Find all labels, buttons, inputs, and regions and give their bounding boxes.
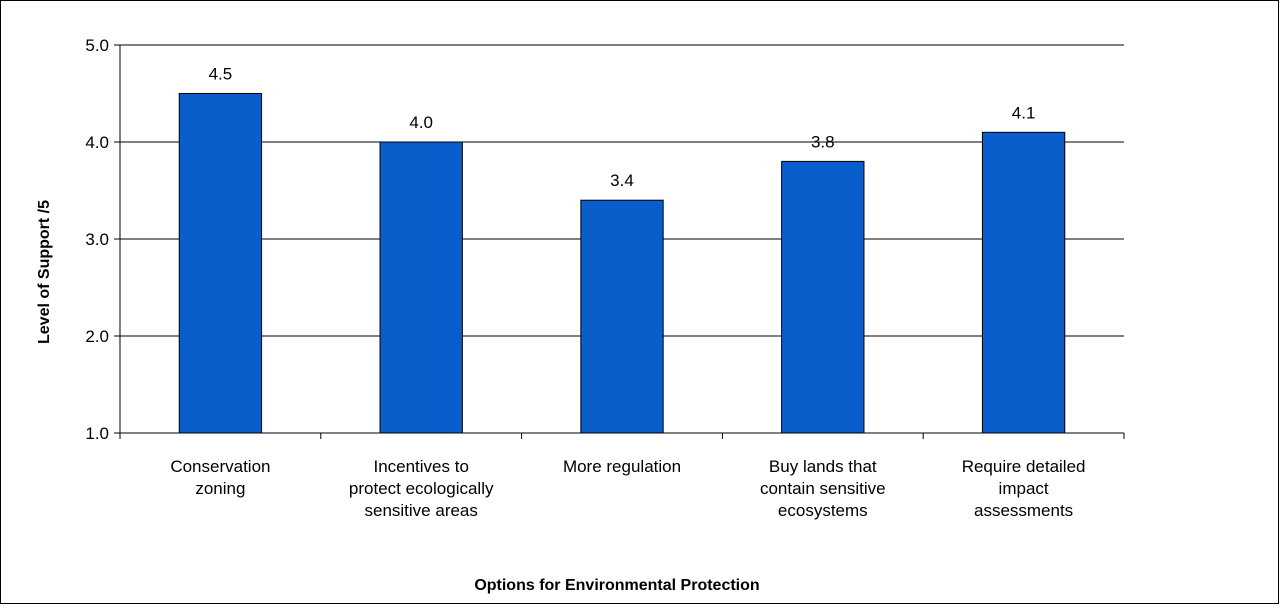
data-label: 4.0 (409, 113, 433, 132)
y-tick-label: 2.0 (85, 327, 109, 346)
y-axis-title: Level of Support /5 (36, 200, 53, 344)
bars (178, 93, 1066, 434)
category-label: impact (999, 479, 1049, 498)
data-label: 4.5 (209, 65, 233, 84)
y-tick-label: 3.0 (85, 230, 109, 249)
bar (981, 131, 1066, 434)
data-label: 3.8 (811, 132, 835, 151)
category-label: Incentives to (373, 457, 468, 476)
category-labels: Conservation zoning Incentives to protect e… (170, 457, 1085, 520)
category-label: Buy lands that (769, 457, 877, 476)
category-label: Conservation (170, 457, 270, 476)
y-tick-label: 5.0 (85, 36, 109, 55)
bar (580, 199, 664, 434)
category-label: ecosystems (778, 501, 868, 520)
data-label: 4.1 (1012, 103, 1036, 122)
y-tick-label: 4.0 (85, 133, 109, 152)
x-axis-title: Options for Environmental Protection (474, 577, 759, 594)
data-label: 3.4 (610, 171, 634, 190)
category-label: protect ecologically (349, 479, 494, 498)
y-tick-labels: 1.0 2.0 3.0 4.0 5.0 (85, 36, 109, 443)
category-label: Require detailed (962, 457, 1086, 476)
y-tick-label: 1.0 (85, 424, 109, 443)
category-label: zoning (195, 479, 245, 498)
data-labels: 4.5 4.0 3.4 3.8 4.1 (209, 65, 1036, 191)
bar (178, 93, 263, 434)
category-label: contain sensitive (760, 479, 886, 498)
category-label: More regulation (563, 457, 681, 476)
bar (781, 160, 865, 434)
axes (114, 44, 1125, 439)
bar (379, 141, 463, 434)
category-label: assessments (974, 501, 1073, 520)
category-label: sensitive areas (365, 501, 478, 520)
